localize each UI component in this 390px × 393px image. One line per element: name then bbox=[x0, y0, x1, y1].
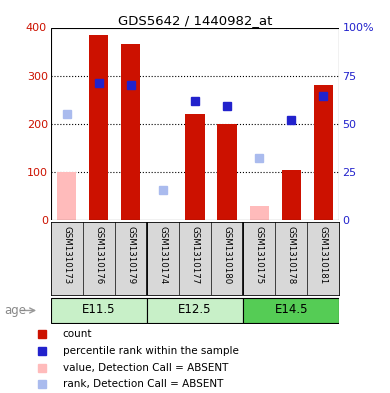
Text: GSM1310178: GSM1310178 bbox=[287, 226, 296, 284]
Text: percentile rank within the sample: percentile rank within the sample bbox=[63, 346, 239, 356]
Bar bbox=[314, 85, 333, 220]
Text: GDS5642 / 1440982_at: GDS5642 / 1440982_at bbox=[118, 14, 272, 27]
Text: E14.5: E14.5 bbox=[275, 303, 308, 316]
Text: 100%: 100% bbox=[343, 22, 375, 33]
Text: rank, Detection Call = ABSENT: rank, Detection Call = ABSENT bbox=[63, 379, 223, 389]
Bar bbox=[147, 298, 243, 323]
Text: age: age bbox=[4, 304, 26, 317]
Text: E12.5: E12.5 bbox=[178, 303, 212, 316]
Text: GSM1310174: GSM1310174 bbox=[158, 226, 167, 284]
Text: GSM1310173: GSM1310173 bbox=[62, 226, 71, 284]
Text: GSM1310176: GSM1310176 bbox=[94, 226, 103, 284]
Text: GSM1310179: GSM1310179 bbox=[126, 226, 135, 284]
Text: value, Detection Call = ABSENT: value, Detection Call = ABSENT bbox=[63, 363, 228, 373]
Text: GSM1310181: GSM1310181 bbox=[319, 226, 328, 284]
Bar bbox=[121, 44, 140, 220]
Bar bbox=[185, 114, 205, 220]
Bar bbox=[51, 298, 147, 323]
Text: 400: 400 bbox=[26, 22, 47, 33]
Text: count: count bbox=[63, 329, 92, 339]
Bar bbox=[282, 169, 301, 220]
Text: E11.5: E11.5 bbox=[82, 303, 115, 316]
Text: GSM1310177: GSM1310177 bbox=[190, 226, 200, 284]
Text: GSM1310175: GSM1310175 bbox=[255, 226, 264, 284]
Bar bbox=[243, 298, 339, 323]
Text: GSM1310180: GSM1310180 bbox=[223, 226, 232, 284]
Bar bbox=[89, 35, 108, 220]
Bar bbox=[218, 124, 237, 220]
Bar bbox=[51, 28, 339, 220]
Bar bbox=[250, 206, 269, 220]
Bar bbox=[57, 172, 76, 220]
